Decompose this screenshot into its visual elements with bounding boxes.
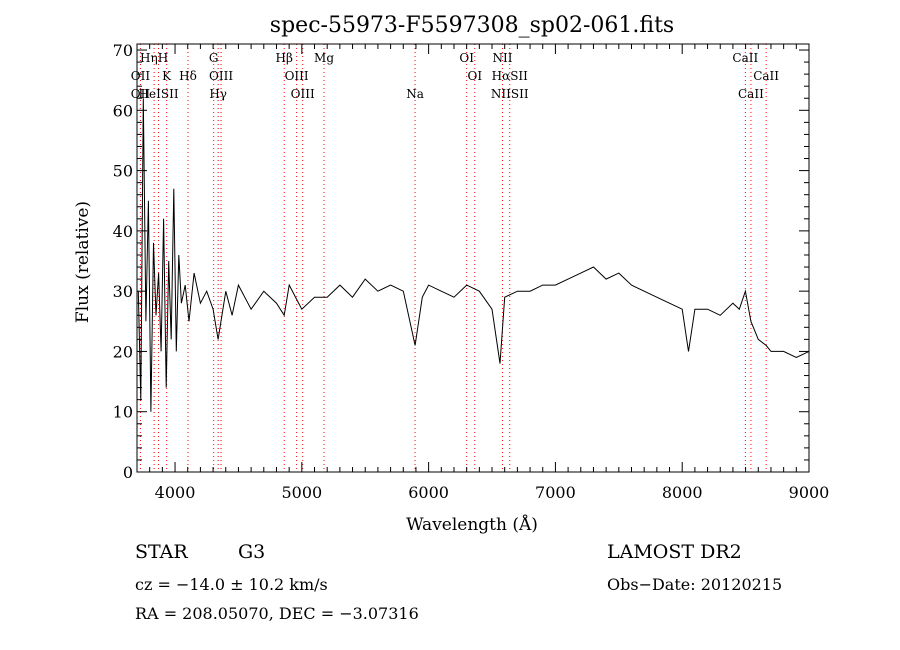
line-marker-label: OIII [291, 87, 315, 101]
y-tick-label: 10 [113, 403, 133, 422]
y-tick-label: 60 [113, 101, 133, 120]
line-marker-label: CaII [738, 87, 764, 101]
y-tick-label: 0 [123, 463, 133, 482]
line-marker-label: Mg [314, 51, 334, 65]
x-axis-ticks: 4000 5000 6000 7000 8000 9000 [136, 44, 830, 502]
line-marker-label: HαSII [492, 69, 529, 83]
line-marker-label: Na [406, 87, 424, 101]
y-tick-label: 40 [113, 222, 133, 241]
y-axis-label: Flux (relative) [73, 201, 93, 323]
plot-frame [136, 43, 810, 473]
line-marker-label: CaII [753, 69, 779, 83]
line-marker-label: Hβ [276, 51, 293, 65]
x-tick-label: 4000 [155, 483, 196, 502]
line-marker-label: NII [493, 51, 513, 65]
line-marker-label: OI [459, 51, 474, 65]
line-marker-label: K [162, 69, 172, 83]
y-tick-label: 20 [113, 342, 133, 361]
redshift-velocity: cz = −14.0 ± 10.2 km/s [135, 575, 328, 594]
emission-line-markers [139, 44, 767, 472]
line-marker-label: Hδ [179, 69, 197, 83]
x-tick-label: 5000 [281, 483, 322, 502]
ra-dec-coordinates: RA = 208.05070, DEC = −3.07316 [135, 604, 419, 623]
line-marker-label: OIII [209, 69, 233, 83]
x-tick-label: 9000 [789, 483, 830, 502]
y-tick-label: 30 [113, 282, 133, 301]
y-tick-label: 70 [113, 41, 133, 60]
x-tick-label: 6000 [408, 483, 449, 502]
spectral-subclass: G3 [238, 541, 266, 563]
line-marker-label: OII [131, 69, 151, 83]
line-marker-label: HeISII [139, 87, 179, 101]
observation-date: Obs−Date: 20120215 [607, 575, 783, 594]
line-marker-label: CaII [732, 51, 758, 65]
x-tick-label: 7000 [535, 483, 576, 502]
x-tick-label: 8000 [662, 483, 703, 502]
object-type: STAR [135, 541, 188, 563]
line-marker-label: G [209, 51, 219, 65]
chart-title: spec-55973-F5597308_sp02-061.fits [270, 13, 674, 38]
line-marker-label: OI [467, 69, 482, 83]
emission-line-labels: OII HηH K Hδ G OIII Hβ OIII Mg OI OI NII HαSII CaII Ca… [131, 51, 780, 101]
line-marker-label: Hγ [209, 87, 227, 101]
y-tick-label: 50 [113, 162, 133, 181]
survey-name: LAMOST DR2 [607, 541, 742, 563]
line-marker-label: HηH [140, 51, 168, 65]
spectrum-line [137, 98, 810, 412]
x-axis-label: Wavelength (Å) [406, 514, 538, 535]
y-axis-ticks: 0 10 20 30 40 50 60 70 [113, 41, 809, 482]
line-marker-label: OIII [285, 69, 309, 83]
line-marker-label: OII [131, 87, 151, 101]
line-marker-label: NIISII [491, 87, 529, 101]
